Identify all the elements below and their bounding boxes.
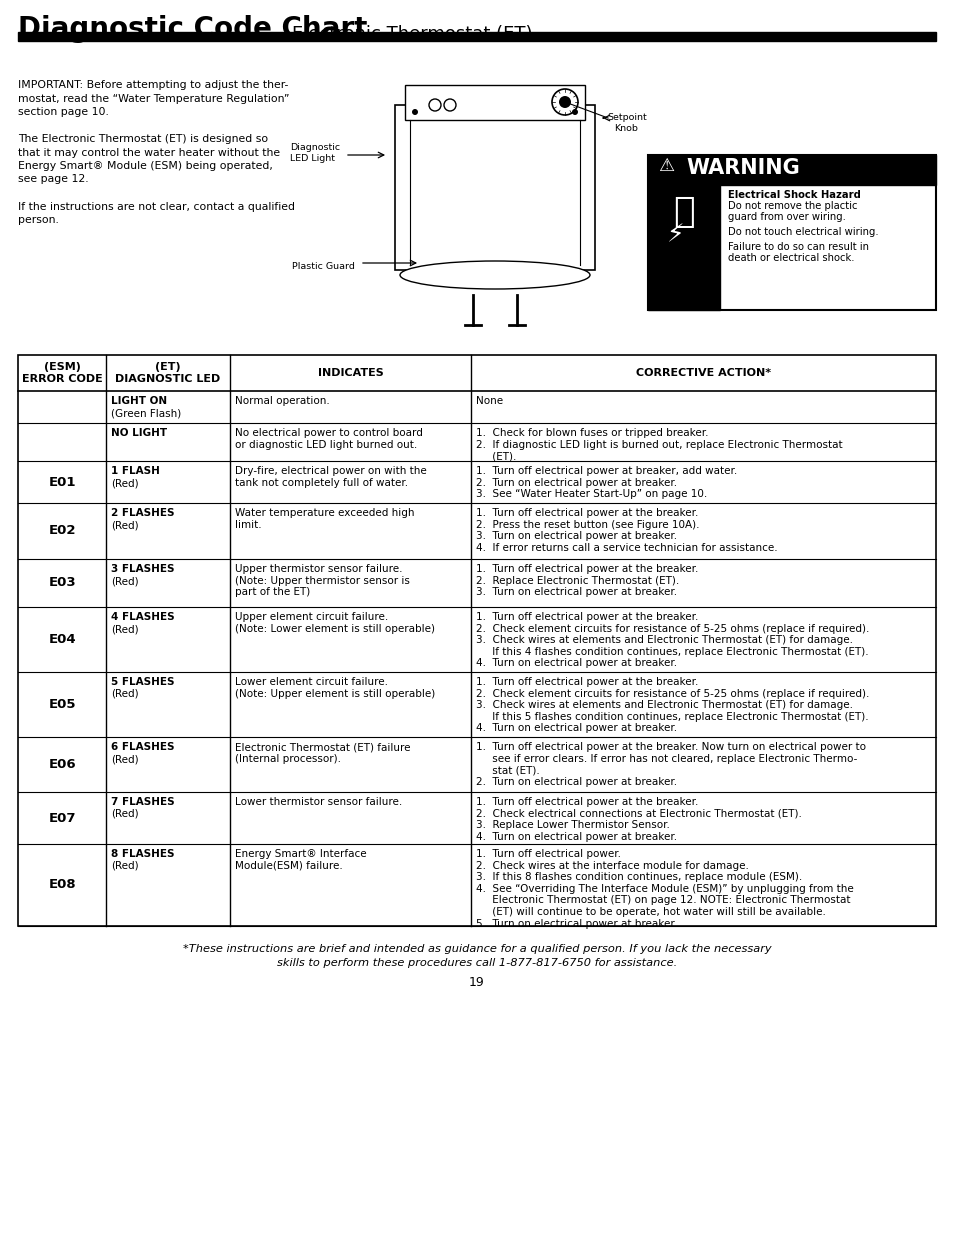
Text: 1.  Check for blown fuses or tripped breaker.
2.  If diagnostic LED light is bur: 1. Check for blown fuses or tripped brea…: [476, 429, 842, 461]
Text: (Red): (Red): [111, 861, 138, 871]
Text: (Green Flash): (Green Flash): [111, 408, 181, 417]
Text: skills to perform these procedures call 1-877-817-6750 for assistance.: skills to perform these procedures call …: [276, 958, 677, 968]
Text: Diagnostic: Diagnostic: [290, 143, 340, 152]
Text: (ESM): (ESM): [44, 363, 80, 373]
Text: see page 12.: see page 12.: [18, 174, 89, 184]
Text: E05: E05: [49, 698, 75, 711]
Text: ⚠: ⚠: [658, 157, 674, 175]
FancyBboxPatch shape: [395, 105, 595, 270]
Circle shape: [412, 109, 417, 115]
Text: 3 FLASHES: 3 FLASHES: [111, 564, 174, 574]
Text: (Red): (Red): [111, 755, 138, 764]
Text: ⚡: ⚡: [666, 224, 684, 247]
Circle shape: [572, 109, 578, 115]
Text: (Red): (Red): [111, 809, 138, 819]
Text: Normal operation.: Normal operation.: [234, 396, 330, 406]
Text: No electrical power to control board
or diagnostic LED light burned out.: No electrical power to control board or …: [234, 429, 422, 450]
Text: Upper thermistor sensor failure.
(Note: Upper thermistor sensor is
part of the E: Upper thermistor sensor failure. (Note: …: [234, 564, 410, 598]
Text: that it may control the water heater without the: that it may control the water heater wit…: [18, 147, 280, 158]
Text: 6 FLASHES: 6 FLASHES: [111, 742, 174, 752]
Text: Electrical Shock Hazard: Electrical Shock Hazard: [727, 190, 860, 200]
Text: CORRECTIVE ACTION*: CORRECTIVE ACTION*: [636, 368, 770, 378]
Circle shape: [558, 96, 571, 107]
Text: ✋: ✋: [673, 195, 694, 228]
Text: IMPORTANT: Before attempting to adjust the ther-: IMPORTANT: Before attempting to adjust t…: [18, 80, 288, 90]
Text: E02: E02: [49, 525, 75, 537]
Text: Electronic Thermostat (ET) failure
(Internal processor).: Electronic Thermostat (ET) failure (Inte…: [234, 742, 410, 763]
Text: *These instructions are brief and intended as guidance for a qualified person. I: *These instructions are brief and intend…: [182, 944, 771, 953]
Text: NO LIGHT: NO LIGHT: [111, 429, 167, 438]
Text: E08: E08: [49, 878, 76, 892]
Text: Upper element circuit failure.
(Note: Lower element is still operable): Upper element circuit failure. (Note: Lo…: [234, 613, 435, 634]
Text: 4 FLASHES: 4 FLASHES: [111, 613, 174, 622]
Text: 8 FLASHES: 8 FLASHES: [111, 848, 174, 860]
Text: E06: E06: [49, 758, 76, 771]
Bar: [405, 85, 584, 120]
Text: 2 FLASHES: 2 FLASHES: [111, 508, 174, 517]
Bar: [647, 185, 720, 310]
Text: None: None: [476, 396, 503, 406]
Text: section page 10.: section page 10.: [18, 107, 109, 117]
Text: 1.  Turn off electrical power at the breaker.
2.  Replace Electronic Thermostat : 1. Turn off electrical power at the brea…: [476, 564, 699, 598]
Text: 1.  Turn off electrical power at the breaker. Now turn on electrical power to
  : 1. Turn off electrical power at the brea…: [476, 742, 865, 787]
Text: (Red): (Red): [111, 478, 138, 488]
Text: Water temperature exceeded high
limit.: Water temperature exceeded high limit.: [234, 508, 415, 530]
Text: Dry-fire, electrical power on with the
tank not completely full of water.: Dry-fire, electrical power on with the t…: [234, 466, 426, 488]
Text: 19: 19: [469, 976, 484, 989]
Ellipse shape: [399, 261, 589, 289]
Text: Knob: Knob: [614, 124, 638, 133]
Text: E01: E01: [49, 475, 75, 489]
Text: (Red): (Red): [111, 576, 138, 585]
Text: DIAGNOSTIC LED: DIAGNOSTIC LED: [115, 373, 220, 384]
Text: LIGHT ON: LIGHT ON: [111, 396, 167, 406]
Text: death or electrical shock.: death or electrical shock.: [727, 253, 854, 263]
Text: 1.  Turn off electrical power at the breaker.
2.  Press the reset button (see Fi: 1. Turn off electrical power at the brea…: [476, 508, 778, 553]
Text: (Red): (Red): [111, 624, 138, 634]
Text: mostat, read the “Water Temperature Regulation”: mostat, read the “Water Temperature Regu…: [18, 94, 289, 104]
Text: 1.  Turn off electrical power at breaker, add water.
2.  Turn on electrical powe: 1. Turn off electrical power at breaker,…: [476, 466, 737, 499]
Text: 1.  Turn off electrical power at the breaker.
2.  Check element circuits for res: 1. Turn off electrical power at the brea…: [476, 677, 869, 734]
Text: Lower element circuit failure.
(Note: Upper element is still operable): Lower element circuit failure. (Note: Up…: [234, 677, 435, 699]
Bar: [647, 156, 935, 185]
Text: Setpoint: Setpoint: [606, 112, 646, 122]
Text: (ET): (ET): [155, 363, 181, 373]
Text: Energy Smart® Module (ESM) being operated,: Energy Smart® Module (ESM) being operate…: [18, 161, 273, 170]
Text: Energy Smart® Interface
Module(ESM) failure.: Energy Smart® Interface Module(ESM) fail…: [234, 848, 366, 871]
Text: 7 FLASHES: 7 FLASHES: [111, 797, 174, 806]
Text: Diagnostic Code Chart: Diagnostic Code Chart: [18, 15, 367, 43]
Text: (Red): (Red): [111, 689, 138, 699]
Text: E07: E07: [49, 811, 75, 825]
Text: WARNING: WARNING: [685, 158, 799, 178]
Text: Electronic Thermostat (ET): Electronic Thermostat (ET): [292, 25, 532, 43]
Text: The Electronic Thermostat (ET) is designed so: The Electronic Thermostat (ET) is design…: [18, 135, 268, 144]
Text: (Red): (Red): [111, 520, 138, 530]
Text: INDICATES: INDICATES: [317, 368, 383, 378]
Text: 1.  Turn off electrical power at the breaker.
2.  Check electrical connections a: 1. Turn off electrical power at the brea…: [476, 797, 801, 842]
Text: Lower thermistor sensor failure.: Lower thermistor sensor failure.: [234, 797, 402, 806]
Text: Do not remove the plactic: Do not remove the plactic: [727, 201, 857, 211]
Text: person.: person.: [18, 215, 59, 225]
Text: 1.  Turn off electrical power.
2.  Check wires at the interface module for damag: 1. Turn off electrical power. 2. Check w…: [476, 848, 853, 929]
Bar: [18, 32, 935, 41]
Text: 1.  Turn off electrical power at the breaker.
2.  Check element circuits for res: 1. Turn off electrical power at the brea…: [476, 613, 869, 668]
Text: Do not touch electrical wiring.: Do not touch electrical wiring.: [727, 227, 878, 237]
Text: If the instructions are not clear, contact a qualified: If the instructions are not clear, conta…: [18, 201, 294, 211]
Text: Failure to do so can result in: Failure to do so can result in: [727, 242, 868, 252]
Bar: [647, 156, 935, 310]
Text: guard from over wiring.: guard from over wiring.: [727, 212, 845, 222]
Text: LED Light: LED Light: [290, 154, 335, 163]
Text: 5 FLASHES: 5 FLASHES: [111, 677, 174, 687]
Text: ERROR CODE: ERROR CODE: [22, 373, 102, 384]
Text: E04: E04: [49, 634, 76, 646]
Text: Plastic Guard: Plastic Guard: [292, 262, 355, 270]
Text: 1 FLASH: 1 FLASH: [111, 466, 160, 475]
Text: E03: E03: [49, 577, 76, 589]
Bar: [18, 354, 935, 926]
